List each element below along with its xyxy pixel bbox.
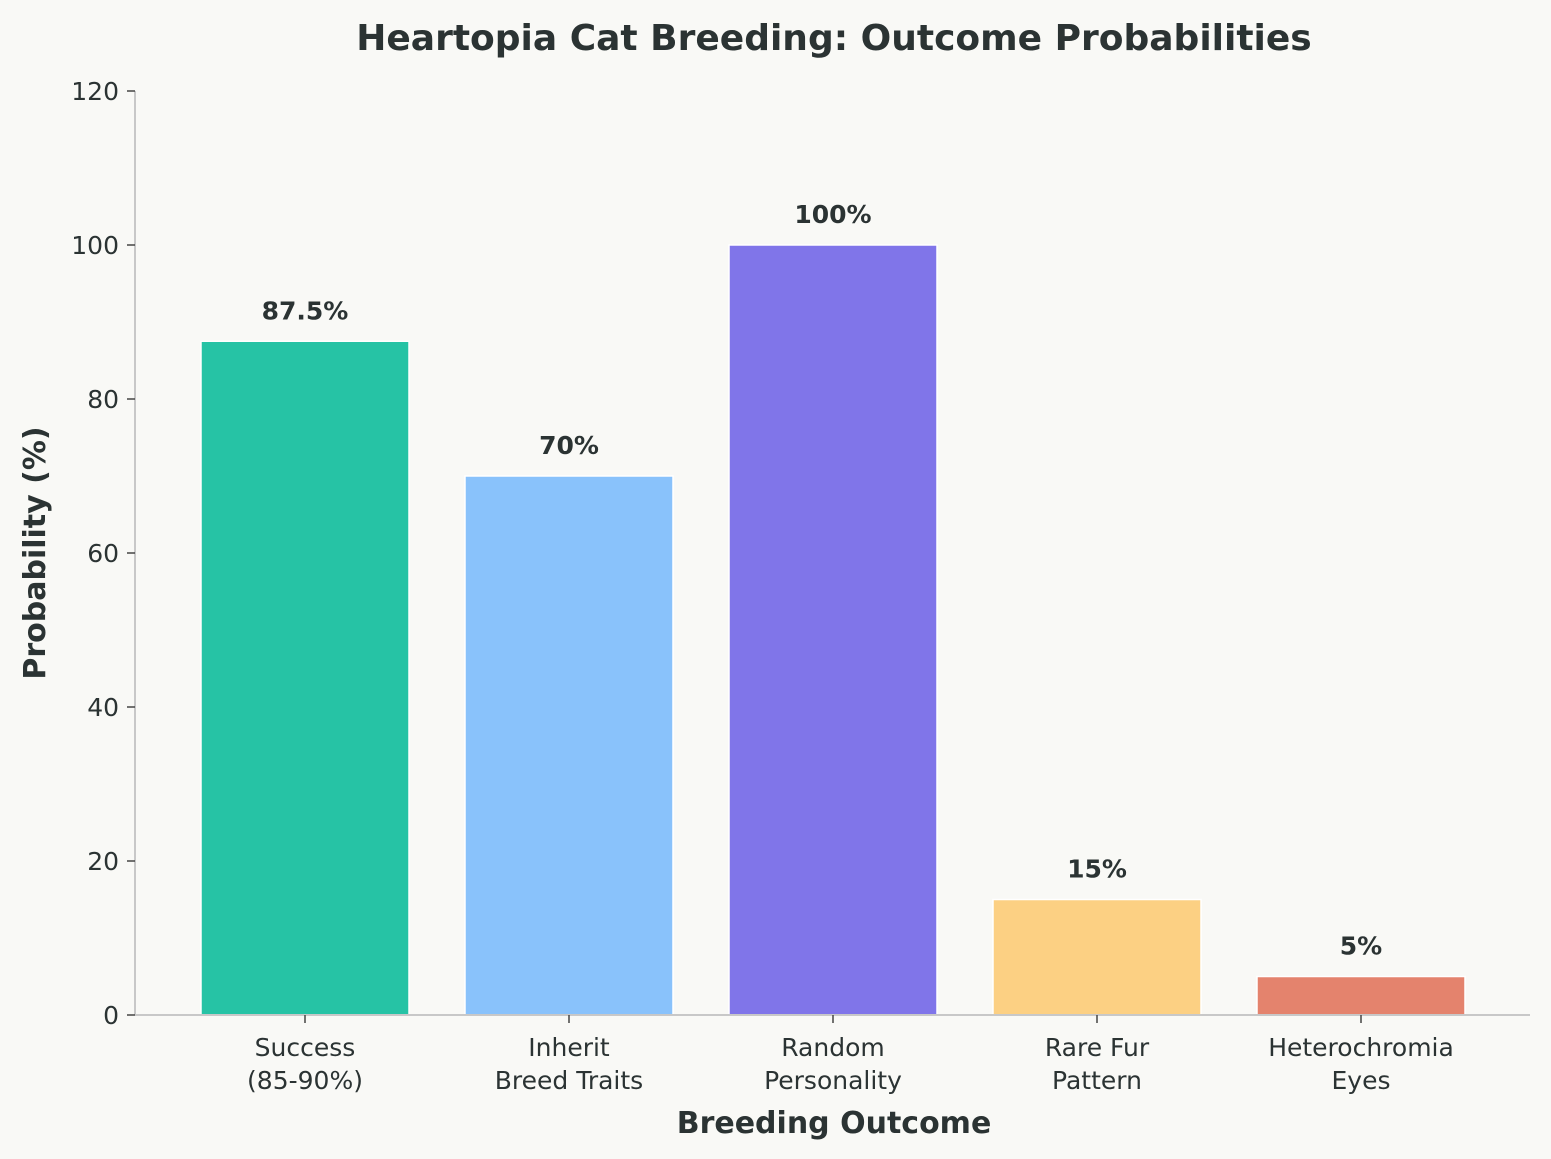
bar-value-label-4: 5% xyxy=(1340,932,1382,961)
y-tick-label-0: 0 xyxy=(103,1001,119,1030)
x-tick-label-line: Inherit xyxy=(528,1033,610,1062)
x-tick-label-line: Heterochromia xyxy=(1268,1033,1454,1062)
bar-value-label-3: 15% xyxy=(1067,855,1127,884)
x-tick-label-2: Random Personality xyxy=(764,1033,902,1095)
bar-value-label-0: 87.5% xyxy=(262,296,349,325)
axes-layer: 0 20 40 60 80 100 120 Success (85-90%) Inherit Bre… xyxy=(71,77,1530,1095)
x-tick-label-line: Breed Traits xyxy=(495,1066,643,1095)
bar-4 xyxy=(1256,975,1466,1016)
x-tick-label-4: Heterochromia Eyes xyxy=(1268,1033,1454,1095)
bar-1 xyxy=(464,475,674,1016)
x-tick-label-line: Eyes xyxy=(1332,1066,1391,1095)
x-tick-label-line: Success xyxy=(255,1033,356,1062)
y-axis-label: Probability (%) xyxy=(18,426,53,679)
x-tick-label-line: (85-90%) xyxy=(247,1066,363,1095)
bar-3 xyxy=(992,898,1202,1016)
x-tick-label-line: Personality xyxy=(764,1066,902,1095)
chart-title: Heartopia Cat Breeding: Outcome Probabil… xyxy=(356,18,1311,59)
x-tick-label-1: Inherit Breed Traits xyxy=(495,1033,643,1095)
x-tick-label-line: Rare Fur xyxy=(1045,1033,1150,1062)
bar-0 xyxy=(200,340,410,1016)
y-tick-label-4: 80 xyxy=(87,385,119,414)
x-tick-label-line: Pattern xyxy=(1052,1066,1142,1095)
bar-value-label-1: 70% xyxy=(539,431,599,460)
y-tick-label-3: 60 xyxy=(87,539,119,568)
y-tick-label-6: 120 xyxy=(71,77,119,106)
x-tick-label-line: Random xyxy=(781,1033,885,1062)
y-tick-label-1: 20 xyxy=(87,847,119,876)
y-tick-label-2: 40 xyxy=(87,693,119,722)
y-tick-label-5: 100 xyxy=(71,231,119,260)
x-axis-label: Breeding Outcome xyxy=(677,1106,992,1141)
x-tick-label-3: Rare Fur Pattern xyxy=(1045,1033,1150,1095)
bar-2 xyxy=(728,244,938,1016)
bars-layer: 87.5% 70% 100% 15% 5% xyxy=(200,200,1466,1016)
x-tick-label-0: Success (85-90%) xyxy=(247,1033,363,1095)
bar-value-label-2: 100% xyxy=(794,200,871,229)
